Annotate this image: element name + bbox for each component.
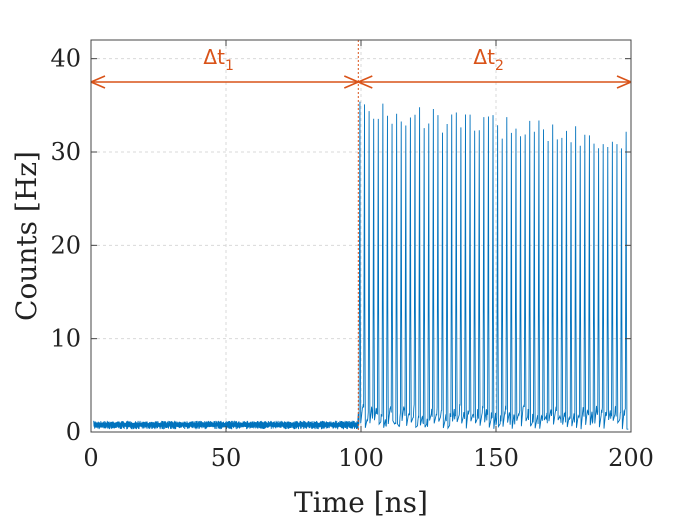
arrow-head-right	[343, 75, 359, 89]
y-tick-label: 0	[66, 418, 81, 446]
x-tick-label: 200	[608, 444, 654, 472]
interval-label-subscript: 2	[495, 58, 504, 74]
arrow-head-left	[90, 75, 106, 89]
x-tick-label: 150	[473, 444, 519, 472]
y-tick-label: 30	[50, 138, 81, 166]
arrow-head-right	[616, 75, 632, 89]
interval-arrow-2: Δt2	[357, 45, 632, 89]
y-tick-label: 10	[50, 325, 81, 353]
y-tick-label: 20	[50, 231, 81, 259]
x-axis-label: Time [ns]	[294, 486, 428, 519]
interval-label: Δt1	[203, 45, 233, 74]
ticks-layer: 0 50 100 150 200 0 10 20 30 40	[50, 40, 654, 472]
annotation-layer: Δt1 Δt2	[90, 40, 632, 432]
y-tick-label: 40	[50, 45, 81, 73]
plot-frame	[90, 39, 632, 433]
x-tick-label: 50	[211, 444, 242, 472]
y-axis-label: Counts [Hz]	[10, 151, 43, 321]
arrow-head-left	[357, 75, 373, 89]
x-tick-label: 0	[83, 444, 98, 472]
interval-label-subscript: 1	[225, 58, 234, 74]
grid-layer	[91, 40, 631, 432]
interval-label: Δt2	[473, 45, 503, 74]
series-pulse-segment	[357, 101, 629, 430]
interval-arrow-1: Δt1	[90, 45, 359, 89]
x-tick-label: 100	[338, 444, 384, 472]
